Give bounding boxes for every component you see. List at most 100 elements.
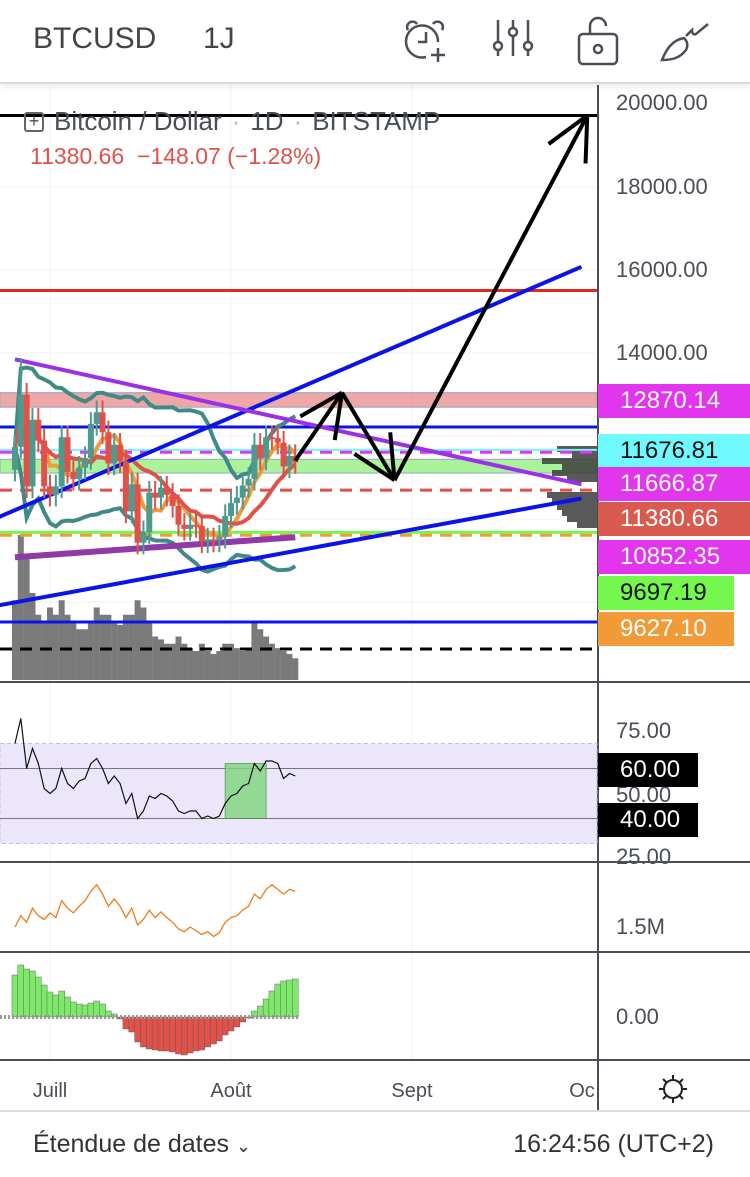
drawing-brush-icon[interactable] xyxy=(660,16,710,66)
bollinger-lower xyxy=(13,446,297,574)
trendline xyxy=(0,496,582,608)
candle-body xyxy=(239,485,246,498)
price-label: 9627.10 xyxy=(598,612,734,646)
ma-long xyxy=(14,534,296,561)
volume-bar xyxy=(76,629,83,680)
volume-bar xyxy=(35,614,42,680)
volume-profile-bar xyxy=(552,470,597,476)
volume-bar xyxy=(64,614,71,680)
volume-bar xyxy=(122,614,129,680)
clock-timezone[interactable]: 16:24:56 (UTC+2) xyxy=(513,1130,714,1158)
volume-bar xyxy=(204,651,211,680)
macd-histogram-bar xyxy=(29,970,36,1018)
price-label: 12870.14 xyxy=(598,384,750,418)
chart-canvas[interactable] xyxy=(0,0,750,1110)
candle-body xyxy=(204,539,211,542)
candle-body xyxy=(233,497,240,504)
rsi-tick: 25.00 xyxy=(616,844,672,866)
rsi-band-label: 40.00 xyxy=(598,803,698,837)
candle-body xyxy=(11,446,18,470)
rsi-band xyxy=(0,743,598,844)
arrow-head xyxy=(388,432,397,481)
macd-histogram-bar xyxy=(11,974,19,1018)
candle-body xyxy=(169,494,176,506)
candle-body xyxy=(222,515,229,537)
volume-bar xyxy=(228,643,235,680)
arrow-line xyxy=(340,391,397,482)
candle-body xyxy=(52,486,59,495)
macd-histogram-bar xyxy=(146,1016,153,1050)
macd-histogram-bar xyxy=(286,979,293,1018)
gear-icon[interactable] xyxy=(656,1072,690,1106)
macd-histogram-bar xyxy=(70,1001,77,1018)
candle-body xyxy=(76,467,83,479)
volume-bar xyxy=(23,556,30,680)
macd-histogram-bar xyxy=(227,1016,235,1032)
candle-body xyxy=(17,394,24,447)
volume-bar xyxy=(99,614,106,680)
volume-bar xyxy=(146,622,153,680)
macd-histogram-bar xyxy=(46,991,54,1018)
volume-profile-bar xyxy=(557,504,597,510)
volume-profile-bar xyxy=(567,516,597,522)
volume-bar xyxy=(233,648,240,680)
alarm-add-icon[interactable] xyxy=(400,16,450,66)
volume-bar xyxy=(157,639,164,680)
arrow-head xyxy=(353,452,396,482)
macd-histogram-bar xyxy=(210,1016,217,1045)
candle-body xyxy=(23,394,30,487)
volume-bar xyxy=(222,643,229,680)
macd-histogram-bar xyxy=(292,978,299,1018)
volume-bar xyxy=(11,600,18,680)
obv-line xyxy=(14,883,296,938)
date-range-button[interactable]: Étendue de dates ⌄ xyxy=(33,1130,251,1159)
macd-histogram-bar xyxy=(151,1016,159,1051)
volume-bar xyxy=(216,651,223,680)
macd-histogram-bar xyxy=(128,1016,135,1033)
candle-body xyxy=(286,455,293,467)
volume-bar xyxy=(29,593,36,680)
volume-profile-bar xyxy=(577,522,597,528)
volume-bar xyxy=(187,648,194,680)
volume-bar xyxy=(163,643,170,680)
indicators-icon[interactable] xyxy=(488,16,538,66)
candle-body xyxy=(99,412,106,433)
unlock-icon[interactable] xyxy=(573,16,623,66)
macd-histogram-bar xyxy=(87,1002,95,1018)
macd-histogram-bar xyxy=(93,1000,100,1018)
rsi-highlight-box xyxy=(224,763,267,819)
volume-profile-bar xyxy=(567,476,597,482)
candle-body xyxy=(274,438,281,443)
volume-bar xyxy=(128,614,135,680)
volume-bar xyxy=(70,622,77,680)
volume-bar xyxy=(111,622,118,680)
x-tick: Sept xyxy=(391,1080,433,1102)
macd-histogram-bar xyxy=(23,968,30,1018)
candle-body xyxy=(82,458,89,468)
volume-profile-bar xyxy=(562,510,597,516)
volume-bar xyxy=(169,643,176,680)
bottom-bar: Étendue de dates ⌄ 16:24:56 (UTC+2) xyxy=(0,1110,750,1177)
macd-histogram-bar xyxy=(64,996,71,1018)
volume-bar xyxy=(286,653,293,680)
candle-body xyxy=(70,471,77,479)
volume-profile-bar xyxy=(562,464,597,470)
rsi-line xyxy=(14,718,296,820)
macd-histogram-bar xyxy=(157,1016,165,1052)
arrow-head xyxy=(299,390,343,419)
candle-body xyxy=(181,524,188,529)
chart-legend: + Bitcoin / Dollar · 1D · BITSTAMP 11380… xyxy=(24,106,440,170)
interval-button[interactable]: 1J xyxy=(203,22,235,55)
candle-body xyxy=(58,437,65,487)
volume-bar xyxy=(105,614,112,680)
candle-body xyxy=(245,478,252,486)
price-tick: 18000.00 xyxy=(616,174,708,199)
expand-legend-icon[interactable]: + xyxy=(24,111,44,132)
arrow-head xyxy=(583,115,590,164)
symbol-button[interactable]: BTCUSD xyxy=(33,22,157,55)
macd-histogram-bar xyxy=(134,1016,141,1043)
volume-bar xyxy=(245,648,252,680)
candle-body xyxy=(134,484,141,543)
candle-body xyxy=(216,536,223,541)
macd-histogram-bar xyxy=(198,1016,206,1051)
